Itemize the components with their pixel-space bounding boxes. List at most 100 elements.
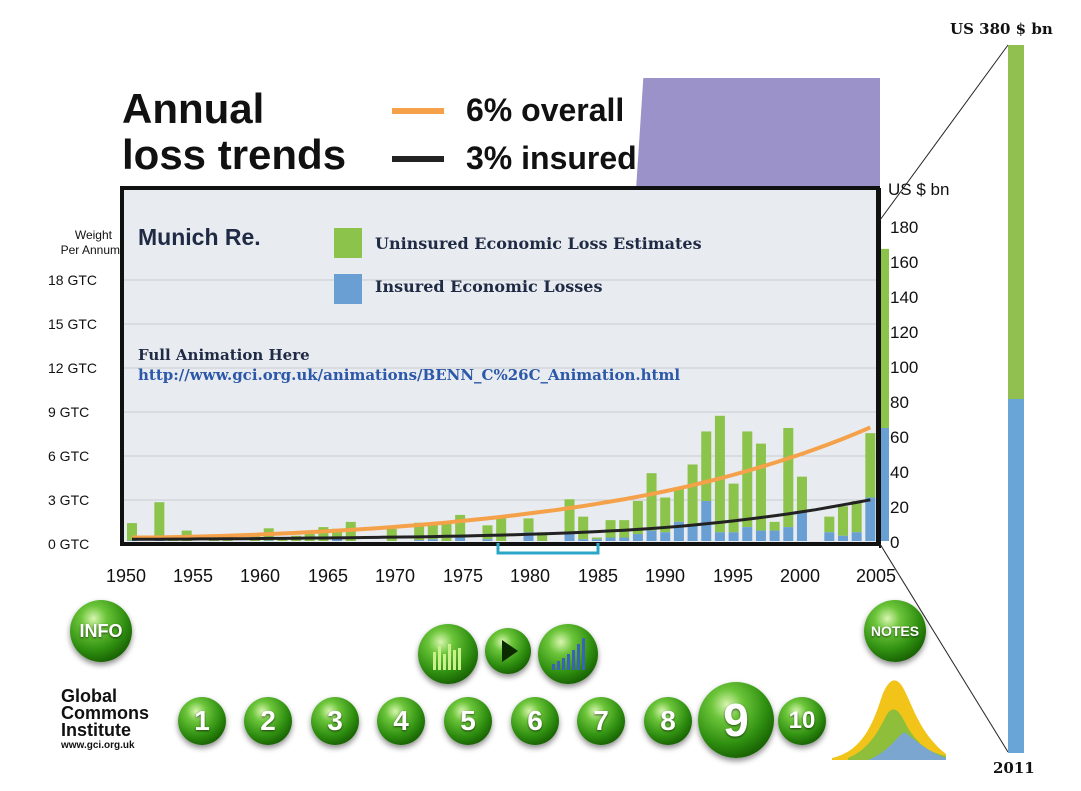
bar-insured [523, 532, 534, 541]
left-axis-title-line1: Weight [74, 228, 112, 242]
bar-uninsured [673, 488, 684, 522]
info-button[interactable]: INFO [70, 600, 132, 662]
slide-button-3[interactable]: 3 [311, 697, 359, 745]
bar-uninsured [332, 528, 343, 538]
slide-button-10[interactable]: 10 [778, 697, 826, 745]
right-tick: 60 [890, 428, 909, 447]
bar-insured [578, 539, 589, 541]
side-bar-uninsured [1008, 45, 1024, 399]
trend-view-button[interactable] [538, 624, 598, 684]
bar-uninsured [851, 501, 862, 533]
bar-uninsured [783, 427, 794, 528]
x-tick: 1960 [239, 566, 281, 586]
bar-insured [687, 525, 698, 541]
bar-insured [701, 501, 712, 541]
x-tick: 1980 [509, 566, 551, 586]
cc-logo-graphic [832, 680, 946, 760]
bar-view-button[interactable] [418, 624, 478, 684]
slide-button-7[interactable]: 7 [577, 697, 625, 745]
bar-insured [824, 532, 835, 541]
purple-backdrop [636, 78, 880, 190]
bar-uninsured [865, 433, 876, 498]
bar-uninsured [564, 499, 575, 535]
bar-uninsured [879, 248, 889, 428]
bar-uninsured [646, 473, 657, 531]
play-button[interactable] [485, 628, 531, 674]
bar-uninsured [482, 525, 493, 540]
bar-insured [646, 530, 657, 541]
slide-button-5[interactable]: 5 [444, 697, 492, 745]
x-tick: 1950 [105, 566, 147, 586]
slide-button-4[interactable]: 4 [377, 697, 425, 745]
right-tick: 80 [890, 393, 909, 412]
right-tick: 100 [890, 358, 919, 377]
logo-line2: Commons [61, 703, 150, 723]
animation-link[interactable]: http://www.gci.org.uk/animations/BENN_C%… [138, 366, 681, 384]
legend-swatch-uninsured [334, 228, 362, 258]
bar-insured [619, 537, 630, 541]
animation-note-title: Full Animation Here [138, 346, 310, 364]
bar-uninsured [386, 528, 397, 541]
left-axis-title-line2: Per Annum [60, 243, 120, 257]
bar-uninsured [701, 431, 712, 502]
legend-label-insured: Insured Economic Losses [375, 277, 603, 296]
right-tick: 160 [890, 253, 919, 272]
notes-button[interactable]: NOTES [864, 600, 926, 662]
slide-button-8[interactable]: 8 [644, 697, 692, 745]
bar-insured [879, 427, 889, 541]
bar-uninsured [537, 532, 548, 541]
bar-uninsured [427, 523, 438, 540]
bar-insured [564, 534, 575, 541]
bar-insured [455, 537, 466, 541]
bar-insured [427, 539, 438, 541]
left-tick: 9 GTC [48, 404, 90, 420]
page-title-line2: loss trends [122, 131, 347, 178]
slide-button-6[interactable]: 6 [511, 697, 559, 745]
bar-uninsured [154, 502, 165, 541]
bar-insured [851, 532, 862, 541]
slide-button-9[interactable]: 9 [698, 682, 774, 758]
gci-logo: Global Commons Institute www.gci.org.uk [61, 687, 150, 753]
left-tick: 12 GTC [48, 360, 98, 376]
slide-button-2[interactable]: 2 [244, 697, 292, 745]
side-bar-top-label: US 380 $ bn [950, 20, 1053, 38]
zoom-line-bottom [879, 543, 1009, 753]
bar-insured [632, 534, 643, 541]
bar-uninsured [742, 431, 753, 528]
rising-bars-icon [552, 638, 585, 670]
x-tick: 1965 [307, 566, 349, 586]
bar-uninsured [496, 518, 507, 541]
bar-uninsured [605, 520, 616, 538]
x-tick: 2005 [855, 566, 897, 586]
bar-insured [728, 532, 739, 541]
bar-insured [755, 530, 766, 541]
trend-insured-line [132, 498, 871, 541]
slide-button-1[interactable]: 1 [178, 697, 226, 745]
bar-uninsured [578, 516, 589, 540]
bar-insured [742, 527, 753, 541]
side-bar-bottom-label: 2011 [993, 759, 1035, 777]
x-tick: 1985 [577, 566, 619, 586]
x-tick: 1990 [644, 566, 686, 586]
bar-insured [482, 539, 493, 541]
legend-label-uninsured: Uninsured Economic Loss Estimates [375, 234, 702, 253]
right-axis-title: US $ bn [888, 180, 950, 199]
x-tick: 1975 [442, 566, 484, 586]
x-tick: 1995 [712, 566, 754, 586]
bar-uninsured [660, 497, 671, 533]
animation-range-bracket [496, 543, 600, 555]
bar-uninsured [455, 514, 466, 538]
bar-insured [783, 527, 794, 541]
trend-overall-label: 6% overall [466, 92, 625, 128]
bar-insured [865, 497, 876, 541]
left-axis-title: Weight Per Annum [50, 228, 120, 258]
bar-uninsured [127, 523, 137, 541]
trend-insured-swatch [392, 156, 444, 162]
play-icon [502, 640, 518, 662]
bar-uninsured [796, 476, 807, 512]
legend-swatch-insured [334, 274, 362, 304]
logo-url: www.gci.org.uk [61, 740, 135, 751]
right-tick: 20 [890, 498, 909, 517]
bar-insured [714, 532, 725, 541]
bar-uninsured [714, 415, 725, 533]
